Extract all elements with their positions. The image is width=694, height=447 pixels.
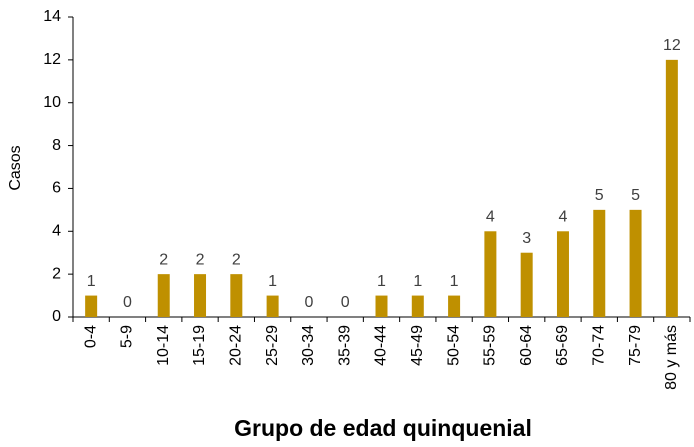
data-label: 1 xyxy=(413,273,422,290)
data-label: 5 xyxy=(595,187,604,204)
x-tick-label: 5-9 xyxy=(119,325,136,348)
bar xyxy=(556,231,569,317)
y-tick-label: 2 xyxy=(52,265,61,282)
x-tick-label: 20-24 xyxy=(228,325,245,366)
bar xyxy=(665,59,678,317)
data-label: 4 xyxy=(559,209,568,226)
x-tick-label: 55-59 xyxy=(482,325,499,366)
data-label: 2 xyxy=(196,251,205,268)
data-label: 1 xyxy=(268,273,277,290)
x-tick-label: 10-14 xyxy=(155,325,172,366)
bar xyxy=(266,295,279,317)
bar xyxy=(629,209,642,317)
y-tick-label: 0 xyxy=(52,308,61,325)
data-label: 2 xyxy=(159,251,168,268)
y-tick-label: 12 xyxy=(43,51,61,68)
x-tick-label: 15-19 xyxy=(191,325,208,366)
y-tick-label: 6 xyxy=(52,180,61,197)
data-label: 0 xyxy=(341,294,350,311)
x-tick-label: 80 y más xyxy=(663,325,680,390)
x-tick-label: 60-64 xyxy=(518,325,535,366)
bar xyxy=(484,231,497,317)
bar xyxy=(411,295,424,317)
data-label: 4 xyxy=(486,209,495,226)
data-label: 1 xyxy=(450,273,459,290)
data-label: 2 xyxy=(232,251,241,268)
data-label: 3 xyxy=(522,230,531,247)
x-tick-label: 25-29 xyxy=(264,325,281,366)
data-label: 0 xyxy=(123,294,132,311)
data-label: 1 xyxy=(377,273,386,290)
x-tick-label: 30-34 xyxy=(300,325,317,366)
y-tick-label: 8 xyxy=(52,137,61,154)
x-tick-label: 0-4 xyxy=(82,325,99,348)
y-tick-label: 4 xyxy=(52,223,61,240)
data-label: 1 xyxy=(87,273,96,290)
bar xyxy=(85,295,98,317)
data-label: 12 xyxy=(663,37,681,54)
x-tick-label: 50-54 xyxy=(445,325,462,366)
data-label: 5 xyxy=(631,187,640,204)
x-tick-label: 65-69 xyxy=(554,325,571,366)
y-tick-label: 14 xyxy=(43,8,61,25)
bar xyxy=(194,274,207,317)
x-tick-label: 75-79 xyxy=(627,325,644,366)
x-axis-label: Grupo de edad quinquenial xyxy=(234,415,532,441)
bar xyxy=(157,274,170,317)
bar xyxy=(448,295,461,317)
data-label: 0 xyxy=(304,294,313,311)
bar xyxy=(375,295,388,317)
x-tick-label: 35-39 xyxy=(336,325,353,366)
x-tick-label: 70-74 xyxy=(590,325,607,366)
bar xyxy=(593,209,606,317)
bar xyxy=(230,274,243,317)
x-tick-label: 40-44 xyxy=(373,325,390,366)
x-tick-label: 45-49 xyxy=(409,325,426,366)
y-tick-label: 10 xyxy=(43,94,61,111)
bar xyxy=(520,252,533,317)
y-axis-label: Casos xyxy=(7,145,24,190)
